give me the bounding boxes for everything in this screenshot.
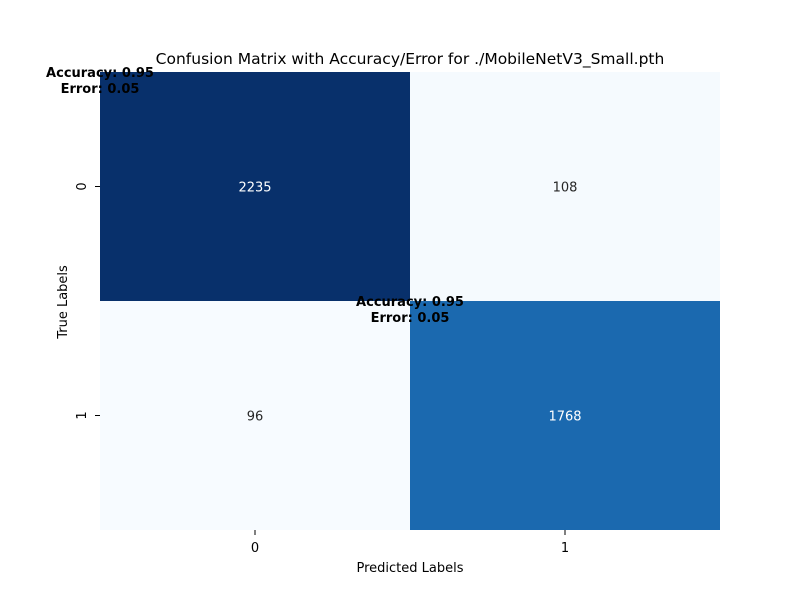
heatmap-cell-1-1 xyxy=(410,301,720,530)
x-tick-label-1: 1 xyxy=(561,541,569,556)
cell-value-1-1: 1768 xyxy=(548,410,581,425)
annotation-0-line-1: Error: 0.05 xyxy=(61,82,140,97)
cell-value-0-0: 2235 xyxy=(238,181,271,196)
y-tick-label-0: 0 xyxy=(75,182,90,190)
annotation-0-line-0: Accuracy: 0.95 xyxy=(46,66,154,81)
annotation-1-line-0: Accuracy: 0.95 xyxy=(356,295,464,310)
cell-value-1-0: 96 xyxy=(247,410,264,425)
x-axis-label: Predicted Labels xyxy=(356,561,463,576)
heatmap-cells: 2235 108 96 1768 xyxy=(100,72,720,530)
annotation-1-line-1: Error: 0.05 xyxy=(371,311,450,326)
heatmap-cell-1-0 xyxy=(100,301,410,530)
heatmap-cell-0-0 xyxy=(100,72,410,301)
y-tick-label-1: 1 xyxy=(75,411,90,419)
cell-value-0-1: 108 xyxy=(553,181,578,196)
y-axis: 01 xyxy=(75,182,100,420)
y-axis-label: True Labels xyxy=(56,265,71,340)
heatmap-cell-0-1 xyxy=(410,72,720,301)
chart-title: Confusion Matrix with Accuracy/Error for… xyxy=(156,50,665,69)
x-tick-label-0: 0 xyxy=(251,541,259,556)
